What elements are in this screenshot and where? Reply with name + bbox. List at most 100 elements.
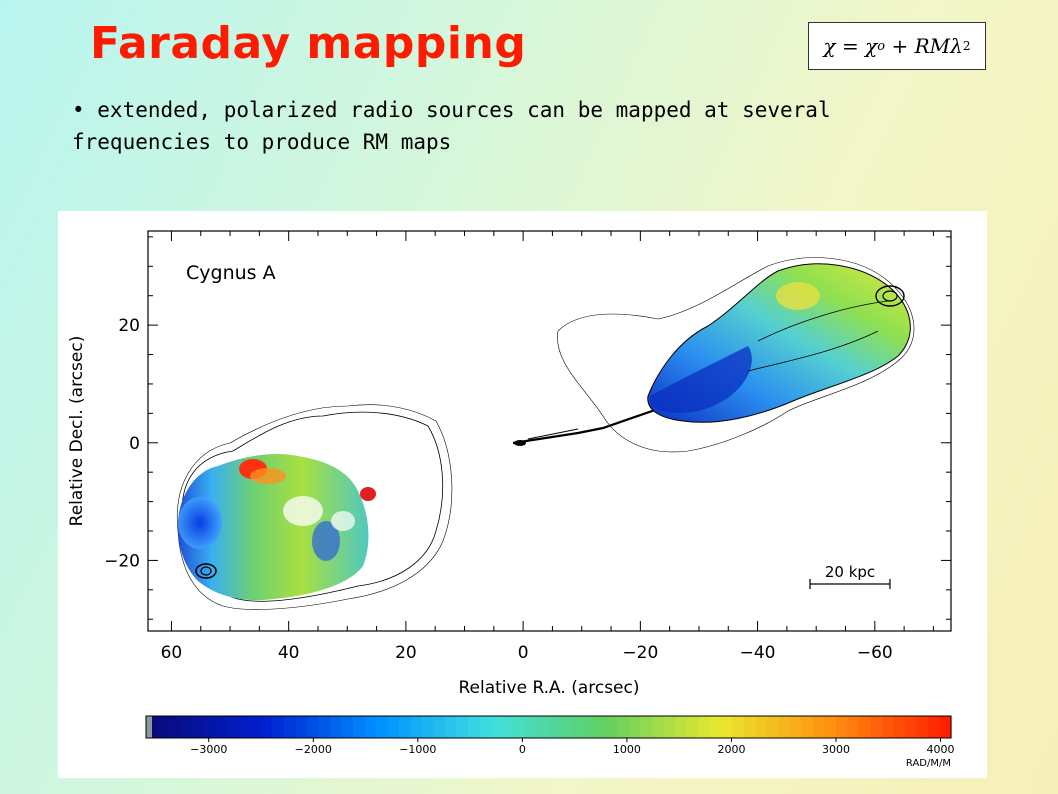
colorbar-cell [893, 716, 906, 738]
colorbar-cell [525, 716, 538, 738]
colorbar-cell [341, 716, 354, 738]
colorbar-cell [882, 716, 895, 738]
colorbar-blank-cell [146, 716, 152, 738]
colorbar-frame [145, 715, 952, 739]
east-lobe-contour-2 [176, 404, 453, 610]
colorbar-cell [859, 716, 872, 738]
x-tick-label: −60 [857, 643, 893, 663]
colorbar-cell [617, 716, 630, 738]
east-hotspot-blue [178, 497, 222, 549]
colorbar-cell [307, 716, 320, 738]
west-lobe-outer-contour [557, 257, 915, 453]
colorbar-cell [226, 716, 239, 738]
colorbar-cell [732, 716, 745, 738]
colorbar-cell [801, 716, 814, 738]
colorbar-cell [456, 716, 469, 738]
x-tick-label: 0 [518, 643, 529, 663]
colorbar-cell [180, 716, 193, 738]
colorbar-cell [813, 716, 826, 738]
colorbar-cell [387, 716, 400, 738]
x-tick-label: 60 [161, 643, 183, 663]
formula-plus: + [885, 34, 915, 58]
colorbar-cell [330, 716, 343, 738]
colorbar-cell [652, 716, 665, 738]
colorbar-cell [445, 716, 458, 738]
colorbar-cell [686, 716, 699, 738]
colorbar-cell [721, 716, 734, 738]
colorbar-cell [215, 716, 228, 738]
y-axis-ticks: 20 0 −20 [104, 236, 951, 620]
colorbar-tick-label: −2000 [295, 743, 332, 756]
scale-bar-label: 20 kpc [825, 563, 875, 581]
colorbar-cell [847, 716, 860, 738]
colorbar-cell [537, 716, 550, 738]
jet [512, 407, 659, 445]
colorbar-unit: RAD/M/M [906, 758, 951, 769]
colorbar-cell [410, 716, 423, 738]
colorbar-cell [364, 716, 377, 738]
formula-power: 2 [962, 39, 971, 53]
colorbar-tick-label: 3000 [822, 743, 850, 756]
colorbar-cell [594, 716, 607, 738]
colorbar-cell [468, 716, 481, 738]
map-annotation: Cygnus A [186, 262, 276, 284]
colorbar-tick-label: −1000 [399, 743, 436, 756]
formula-equals: = [835, 34, 866, 58]
colorbar-cell [571, 716, 584, 738]
y-axis-label: Relative Decl. (arcsec) [67, 336, 87, 527]
core [514, 440, 526, 446]
colorbar-cell [192, 716, 205, 738]
colorbar-cell [916, 716, 929, 738]
colorbar-cell [157, 716, 170, 738]
formula-rm: RMλ [914, 34, 963, 58]
colorbar-tick-label: 4000 [927, 743, 955, 756]
formula-chi: χ [823, 34, 836, 58]
colorbar-cell [755, 716, 768, 738]
colorbar-cell [502, 716, 515, 738]
colorbar-cell [928, 716, 941, 738]
x-axis-ticks: 60 40 20 0 −20 −40 −60 [161, 231, 934, 663]
colorbar-cell [560, 716, 573, 738]
colorbar-tick-label: −3000 [190, 743, 227, 756]
colorbar-cell [272, 716, 285, 738]
x-tick-label: 20 [395, 643, 417, 663]
colorbar-tick-label: 1000 [613, 743, 641, 756]
colorbar-cell [514, 716, 527, 738]
colorbar-cell [606, 716, 619, 738]
east-lobe-rm [177, 454, 369, 601]
colorbar-cell [663, 716, 676, 738]
colorbar-cell [698, 716, 711, 738]
colorbar-cell [824, 716, 837, 738]
colorbar-cell [353, 716, 366, 738]
colorbar-cell [238, 716, 251, 738]
y-tick-label: 20 [118, 316, 140, 336]
colorbar-cell [870, 716, 883, 738]
colorbar-cell [284, 716, 297, 738]
colorbar-cell [318, 716, 331, 738]
rm-map-svg: Cygnus A 20 kpc Relative R.A. (arcsec) R… [67, 230, 955, 769]
colorbar-cell [249, 716, 262, 738]
slide-title: Faraday mapping [90, 18, 527, 69]
colorbar-cell [629, 716, 642, 738]
x-tick-label: −20 [622, 643, 658, 663]
colorbar-cell [399, 716, 412, 738]
colorbar-cell [376, 716, 389, 738]
colorbar-cell [744, 716, 757, 738]
colorbar-cell [778, 716, 791, 738]
plot-frame [147, 230, 952, 632]
formula-chi0: χ [865, 34, 878, 58]
colorbar-tick-label: 0 [519, 743, 526, 756]
colorbar: −3000 −2000 −1000 0 1000 2000 3000 4000 [145, 715, 955, 756]
colorbar-cell [479, 716, 492, 738]
formula-subscript: o [877, 38, 886, 54]
colorbar-cell [790, 716, 803, 738]
west-hotspot [875, 285, 905, 307]
x-axis-label: Relative R.A. (arcsec) [458, 678, 639, 698]
colorbar-cell [836, 716, 849, 738]
colorbar-cell [548, 716, 561, 738]
colorbar-cell [640, 716, 653, 738]
colorbar-cell [709, 716, 722, 738]
colorbar-cell [203, 716, 216, 738]
colorbar-cell [675, 716, 688, 738]
formula-box: χ = χ o + RMλ 2 [808, 22, 986, 70]
